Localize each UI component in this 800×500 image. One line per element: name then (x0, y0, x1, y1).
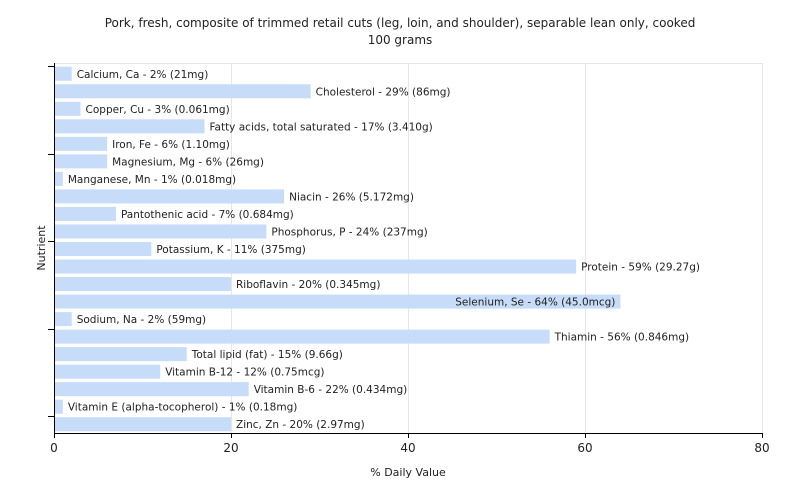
bar-8 (55, 206, 116, 221)
x-tick-label-3: 60 (577, 441, 592, 455)
bar-10 (55, 241, 152, 257)
bar-0 (55, 66, 72, 81)
bar-17 (55, 364, 161, 379)
x-tick-label-1: 20 (223, 441, 238, 455)
bar-label-5: Magnesium, Mg - 6% (26mg) (112, 156, 264, 168)
bar-label-6: Manganese, Mn - 1% (0.018mg) (68, 174, 236, 186)
bar-19 (55, 399, 63, 414)
gridlines (54, 63, 763, 433)
bar-label-13: Selenium, Se - 64% (45.0mcg) (455, 297, 615, 309)
bar-20 (55, 417, 231, 432)
bar-14 (55, 312, 72, 327)
bar-18 (55, 382, 249, 397)
bar-label-16: Total lipid (fat) - 15% (9.66g) (191, 349, 343, 361)
bar-label-8: Pantothenic acid - 7% (0.684mg) (121, 209, 294, 221)
bar-label-14: Sodium, Na - 2% (59mg) (77, 314, 206, 326)
bar-label-3: Fatty acids, total saturated - 17% (3.41… (209, 121, 432, 133)
x-tick-label-4: 80 (754, 441, 769, 455)
bar-16 (55, 347, 187, 362)
bar-15 (55, 329, 550, 344)
bar-1 (55, 84, 311, 99)
bar-12 (55, 277, 231, 292)
bar-5 (55, 154, 108, 169)
bar-label-9: Phosphorus, P - 24% (237mg) (271, 226, 427, 238)
bar-label-18: Vitamin B-6 - 22% (0.434mg) (254, 384, 408, 396)
axes: 0 20 40 60 80 (48, 63, 770, 455)
bar-label-17: Vitamin B-12 - 12% (0.75mcg) (165, 367, 324, 379)
bar-7 (55, 189, 285, 204)
bar-label-12: Riboflavin - 20% (0.345mg) (236, 279, 380, 291)
bar-9 (55, 224, 267, 239)
bar-label-20: Zinc, Zn - 20% (2.97mg) (236, 419, 365, 431)
y-axis-title: Nutrient (35, 225, 48, 271)
bar-label-4: Iron, Fe - 6% (1.10mg) (112, 139, 230, 151)
bar-label-19: Vitamin E (alpha-tocopherol) - 1% (0.18m… (68, 402, 298, 414)
bar-label-15: Thiamin - 56% (0.846mg) (554, 332, 690, 344)
bar-label-11: Protein - 59% (29.27g) (581, 262, 700, 274)
x-axis-title: % Daily Value (370, 466, 446, 479)
chart-title-line-1: Pork, fresh, composite of trimmed retail… (105, 16, 696, 30)
bar-13 (55, 294, 621, 309)
x-tick-label-0: 0 (50, 441, 58, 455)
bar-3 (55, 119, 205, 134)
bar-6 (55, 171, 63, 186)
bar-2 (55, 101, 81, 116)
bars: Calcium, Ca - 2% (21mg) Cholesterol - 29%… (55, 66, 700, 432)
bar-label-2: Copper, Cu - 3% (0.061mg) (86, 104, 230, 116)
bar-label-0: Calcium, Ca - 2% (21mg) (77, 69, 209, 81)
chart-title-line-2: 100 grams (368, 33, 433, 47)
bar-11 (55, 259, 577, 274)
chart-title: Pork, fresh, composite of trimmed retail… (105, 16, 696, 47)
bar-4 (55, 136, 108, 151)
bar-label-7: Niacin - 26% (5.172mg) (289, 191, 414, 203)
bar-label-1: Cholesterol - 29% (86mg) (316, 86, 451, 98)
x-tick-label-2: 40 (400, 441, 415, 455)
bar-label-10: Potassium, K - 11% (375mg) (156, 244, 306, 256)
